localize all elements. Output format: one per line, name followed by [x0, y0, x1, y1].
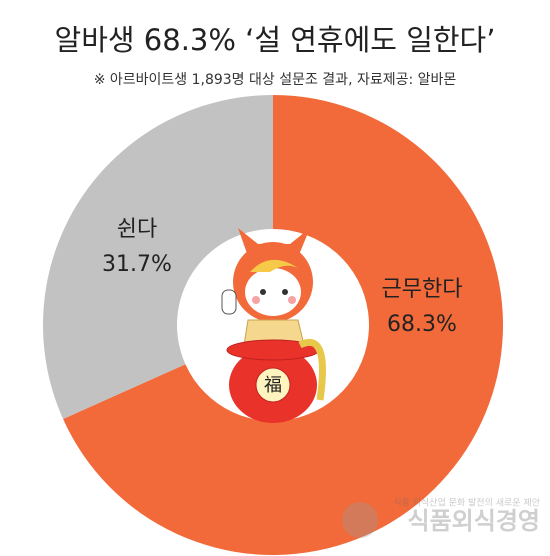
donut-slice: [63, 95, 504, 555]
watermark-name: 식품외식경영: [408, 507, 540, 535]
watermark-logo: [342, 502, 378, 538]
mascot-eye: [282, 289, 288, 295]
mascot-hair: [250, 259, 298, 272]
value-label: 31.7%: [102, 252, 172, 277]
chart-subtitle: ※ 아르바이트생 1,893명 대상 설문조 결과, 자료제공: 알바몬: [94, 72, 457, 88]
lucky-bag-badge: [255, 367, 291, 403]
donut-slice: [43, 95, 273, 419]
lucky-bag-text: 福: [264, 375, 282, 396]
chart-title: 알바생 68.3% ‘설 연휴에도 일한다’: [55, 23, 496, 57]
mascot-hand: [221, 289, 237, 315]
slice-label: 근무한다: [382, 277, 463, 302]
donut: [43, 95, 504, 555]
value-label: 68.3%: [387, 312, 457, 337]
mascot: 福: [221, 228, 326, 423]
mascot-eye: [260, 289, 266, 295]
lucky-bag-rope: [298, 338, 326, 401]
watermark-tagline: 식품 외식산업 문화 발전의 새로운 제안: [393, 497, 540, 509]
slice-label: 쉰다: [117, 217, 157, 242]
mascot-face: [245, 268, 301, 316]
mascot-cheek: [288, 296, 296, 304]
mascot-cheek: [252, 296, 260, 304]
watermark: 식품 외식산업 문화 발전의 새로운 제안 식품외식경영: [342, 497, 540, 538]
